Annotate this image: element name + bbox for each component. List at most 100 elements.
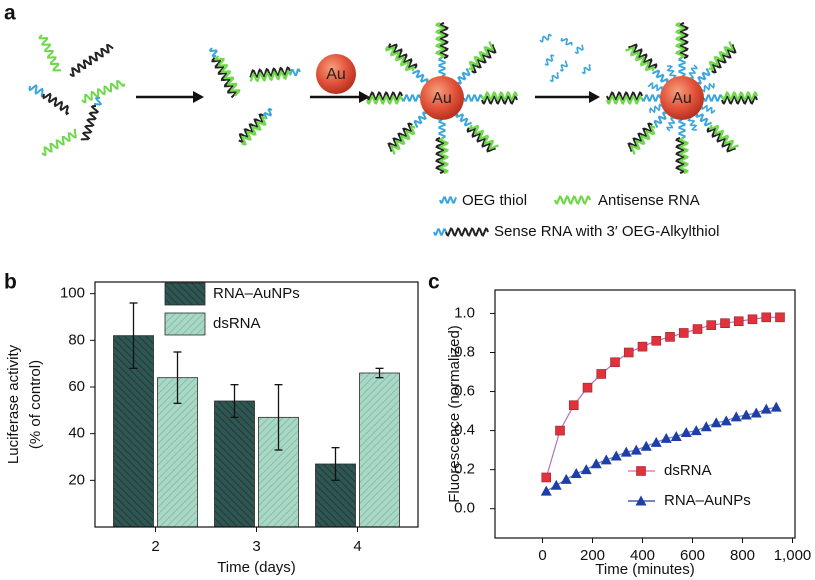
marker <box>540 485 552 496</box>
x-tick-label: 800 <box>730 547 755 564</box>
x-tick-label: 3 <box>252 538 260 555</box>
marker <box>610 450 622 461</box>
rna-strand <box>438 57 446 77</box>
marker <box>747 314 758 325</box>
marker <box>690 425 702 436</box>
rna-strand <box>466 127 496 153</box>
marker <box>740 409 752 420</box>
y-tick-label: 0.6 <box>454 383 475 400</box>
rna-strand <box>390 125 416 155</box>
rna-strand <box>678 57 686 77</box>
rna-strand <box>544 54 555 66</box>
plot-frame <box>494 289 796 539</box>
rna-strand <box>688 64 698 79</box>
gold-particle <box>420 76 464 120</box>
rna-strand <box>411 69 429 83</box>
rna-strand <box>720 90 759 102</box>
rna-strand <box>653 111 667 129</box>
marker <box>720 415 732 426</box>
x-tick-label: 600 <box>680 547 705 564</box>
rna-strand <box>365 94 404 106</box>
rna-strand <box>706 127 736 153</box>
marker <box>680 427 692 438</box>
rna-strand <box>627 122 653 152</box>
marker <box>620 446 632 457</box>
x-tick-label: 0 <box>538 547 546 564</box>
legend-swatch <box>164 282 206 306</box>
rna-strand <box>675 137 685 174</box>
legend-swatch <box>164 312 206 336</box>
legend-label: dsRNA <box>213 315 261 332</box>
rna-strand <box>93 96 103 106</box>
rna-strand <box>385 45 415 72</box>
bar <box>359 372 400 528</box>
rna-strand <box>413 111 427 129</box>
rna-strand <box>480 90 519 102</box>
rna-strand <box>366 91 403 101</box>
legend-label: RNA–AuNPs <box>664 492 751 509</box>
rna-strand <box>703 94 723 102</box>
rna-strand <box>249 69 292 83</box>
legend-label: OEG thiol <box>462 192 527 209</box>
arrow-head <box>193 91 204 103</box>
x-tick-label: 200 <box>580 547 605 564</box>
marker <box>700 421 712 432</box>
rna-strand <box>81 79 125 104</box>
rna-strand <box>28 84 44 98</box>
x-axis-label: Time (days) <box>217 559 296 576</box>
rna-strand <box>481 95 518 105</box>
y-tick-label: 1.0 <box>454 304 475 321</box>
rna-strand <box>38 34 62 72</box>
marker <box>775 312 785 323</box>
marker <box>582 382 593 393</box>
particle-label: Au <box>672 90 692 107</box>
nanoparticle-conjugate <box>605 21 759 175</box>
rna-strand <box>211 57 237 99</box>
rna-strand <box>721 95 758 105</box>
y-axis-label: Fluorescence (normalized) <box>446 325 463 503</box>
rna-strand <box>401 94 421 102</box>
marker <box>660 432 672 443</box>
rna-strand <box>463 94 483 102</box>
y-tick-label: 0.2 <box>454 461 475 478</box>
marker <box>550 479 562 490</box>
marker <box>730 411 742 422</box>
rna-strand <box>687 117 698 131</box>
x-tick-label: 4 <box>353 538 361 555</box>
panel-label: c <box>428 271 440 294</box>
nanoparticle-conjugate <box>365 21 519 175</box>
series-line <box>545 316 780 478</box>
marker <box>692 324 703 334</box>
marker <box>651 335 662 346</box>
gold-particle <box>316 54 356 94</box>
rna-strand <box>553 194 592 206</box>
rna-strand <box>651 69 669 83</box>
error-bar <box>129 302 138 369</box>
x-axis-label: Time (minutes) <box>595 561 694 578</box>
gold-particle <box>660 76 704 120</box>
rna-strand <box>560 37 573 46</box>
marker <box>635 495 647 506</box>
marker <box>733 316 744 327</box>
error-bar <box>331 447 340 481</box>
y-tick-label: 100 <box>60 285 85 302</box>
rna-strand <box>695 113 713 127</box>
legend-label: RNA–AuNPs <box>213 285 300 302</box>
y-axis-label: Luciferase activity <box>5 344 22 464</box>
rna-strand <box>606 91 643 101</box>
marker <box>650 436 662 447</box>
rna-strand <box>388 43 418 69</box>
rna-strand <box>666 117 676 132</box>
rna-strand <box>69 44 114 77</box>
rna-strand <box>701 104 716 114</box>
marker <box>760 403 772 414</box>
rna-strand <box>468 41 494 71</box>
plot-frame <box>94 281 419 528</box>
rna-strand <box>241 116 267 146</box>
rna-strand <box>625 46 655 72</box>
x-tick-label: 1,000 <box>774 547 812 564</box>
rna-strand <box>438 136 450 175</box>
rna-strand <box>435 137 445 174</box>
marker <box>555 425 565 436</box>
rna-strand <box>678 136 690 175</box>
